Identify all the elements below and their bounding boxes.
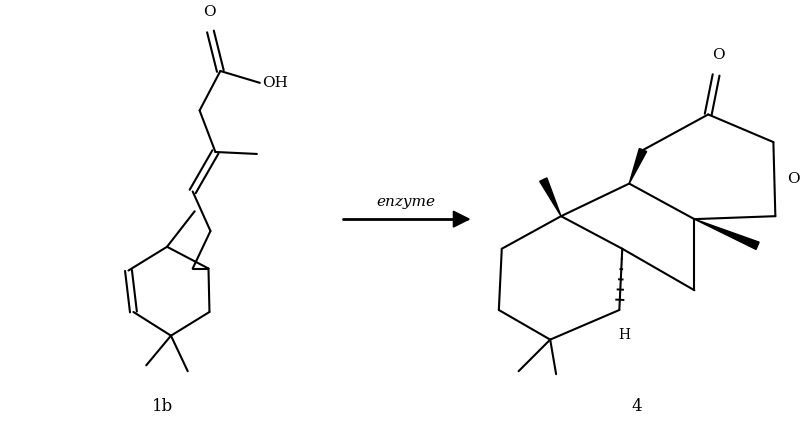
Text: enzyme: enzyme [376, 195, 435, 209]
Text: H: H [617, 328, 629, 342]
Text: O: O [711, 48, 723, 62]
Text: O: O [786, 172, 799, 186]
Text: 4: 4 [631, 398, 642, 415]
Text: 1b: 1b [152, 398, 174, 415]
Polygon shape [453, 211, 469, 227]
Text: OH: OH [261, 76, 287, 90]
Polygon shape [539, 178, 560, 216]
Text: O: O [203, 5, 216, 19]
Polygon shape [693, 219, 758, 249]
Polygon shape [629, 149, 646, 184]
